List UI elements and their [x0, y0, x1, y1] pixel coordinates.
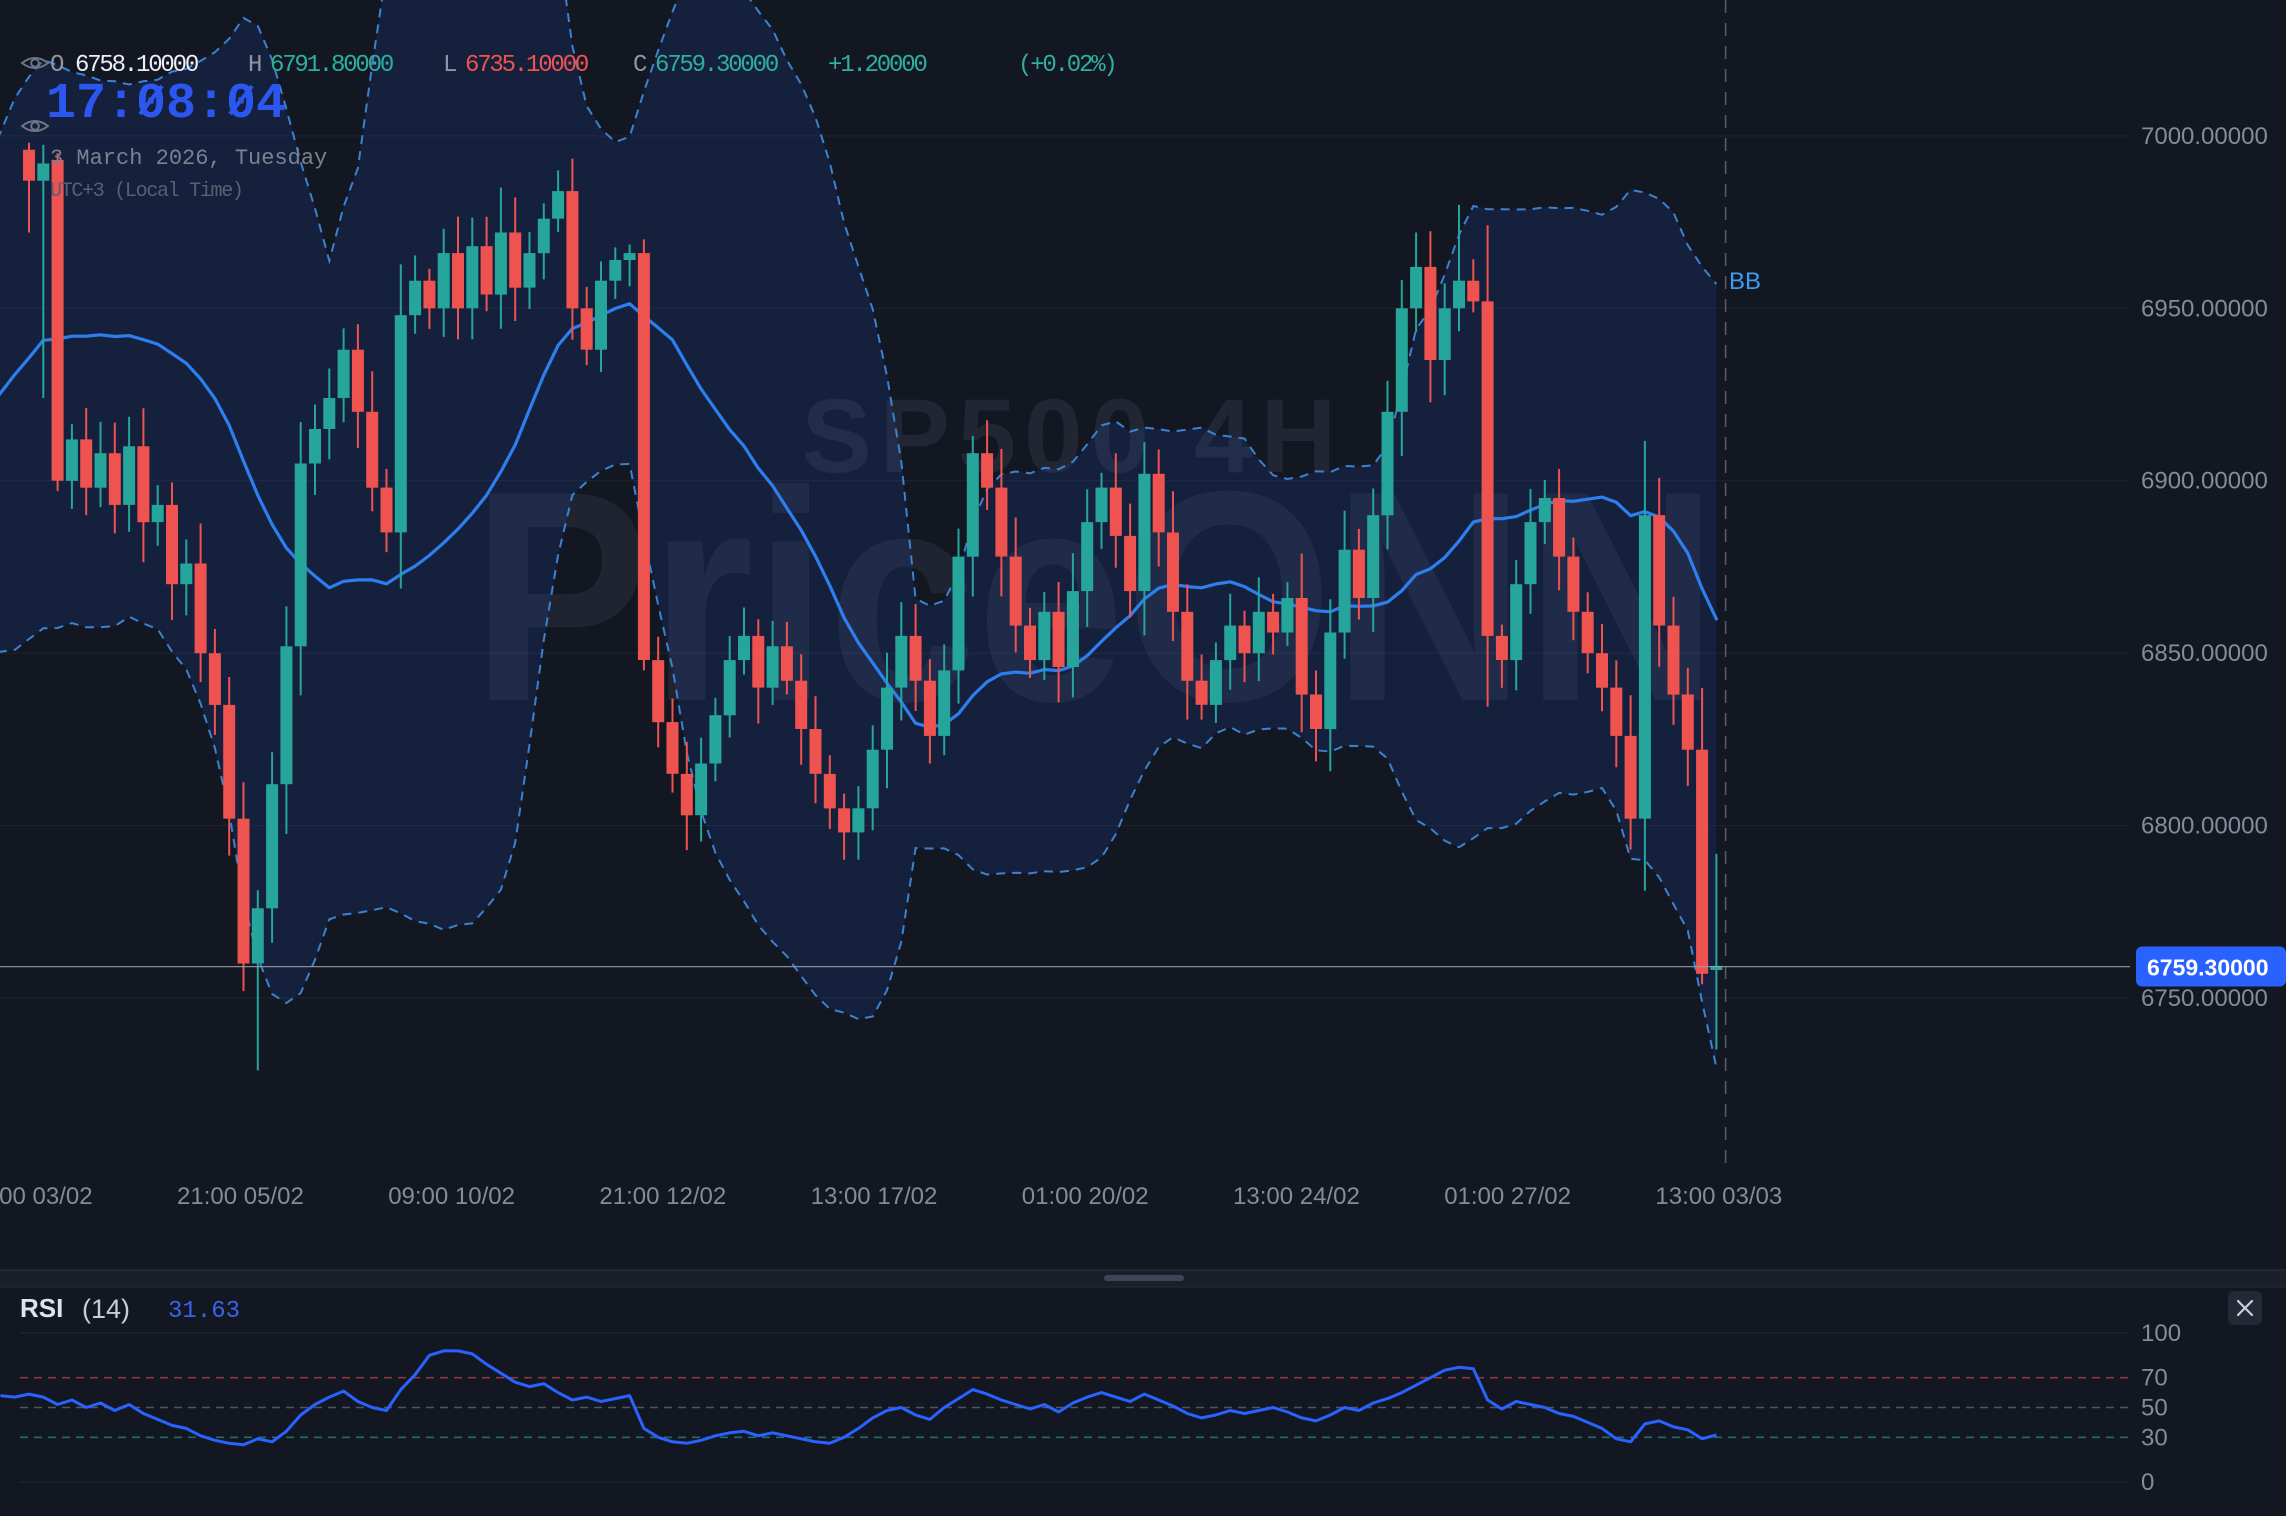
svg-text:13:00 17/02: 13:00 17/02: [811, 1183, 938, 1210]
svg-text:6759.30000: 6759.30000: [2147, 955, 2269, 981]
svg-text:+1.20000: +1.20000: [828, 52, 926, 79]
svg-text:6750.00000: 6750.00000: [2141, 985, 2268, 1012]
svg-text:6800.00000: 6800.00000: [2141, 813, 2268, 840]
svg-text:UTC+3 (Local Time): UTC+3 (Local Time): [50, 180, 243, 203]
svg-text:C: C: [633, 52, 647, 79]
svg-text:30: 30: [2141, 1424, 2168, 1451]
svg-text:H: H: [248, 52, 261, 79]
svg-text:6900.00000: 6900.00000: [2141, 468, 2268, 495]
svg-text:BB: BB: [1729, 268, 1761, 295]
svg-text:0: 0: [2141, 1469, 2154, 1496]
svg-text:RSI: RSI: [20, 1293, 63, 1323]
svg-text:6758.10000: 6758.10000: [75, 52, 198, 79]
svg-text:(+0.02%): (+0.02%): [1018, 52, 1116, 79]
svg-text:6791.80000: 6791.80000: [270, 52, 393, 79]
svg-text:01:00 20/02: 01:00 20/02: [1022, 1183, 1149, 1210]
svg-text:50: 50: [2141, 1395, 2168, 1422]
svg-text:13:00 24/02: 13:00 24/02: [1233, 1183, 1360, 1210]
svg-text:(14): (14): [82, 1294, 130, 1324]
svg-text:01:00 27/02: 01:00 27/02: [1444, 1183, 1571, 1210]
svg-text:21:00 05/02: 21:00 05/02: [177, 1183, 304, 1210]
svg-text:31.63: 31.63: [168, 1298, 240, 1325]
svg-text:21:00 12/02: 21:00 12/02: [599, 1183, 726, 1210]
svg-text:17:08:04: 17:08:04: [46, 76, 286, 133]
svg-text:3 March 2026, Tuesday: 3 March 2026, Tuesday: [50, 146, 327, 171]
svg-text:L: L: [443, 52, 456, 79]
svg-text:09:00 10/02: 09:00 10/02: [388, 1183, 515, 1210]
svg-text:6850.00000: 6850.00000: [2141, 640, 2268, 667]
svg-text:21:00 03/02: 21:00 03/02: [0, 1183, 93, 1210]
svg-text:6759.30000: 6759.30000: [655, 52, 778, 79]
svg-text:13:00 03/03: 13:00 03/03: [1655, 1183, 1782, 1210]
svg-text:7000.00000: 7000.00000: [2141, 123, 2268, 150]
svg-text:70: 70: [2141, 1365, 2168, 1392]
svg-text:6735.10000: 6735.10000: [465, 52, 588, 79]
svg-text:O: O: [50, 52, 64, 79]
svg-text:100: 100: [2141, 1320, 2181, 1347]
svg-text:6950.00000: 6950.00000: [2141, 295, 2268, 322]
